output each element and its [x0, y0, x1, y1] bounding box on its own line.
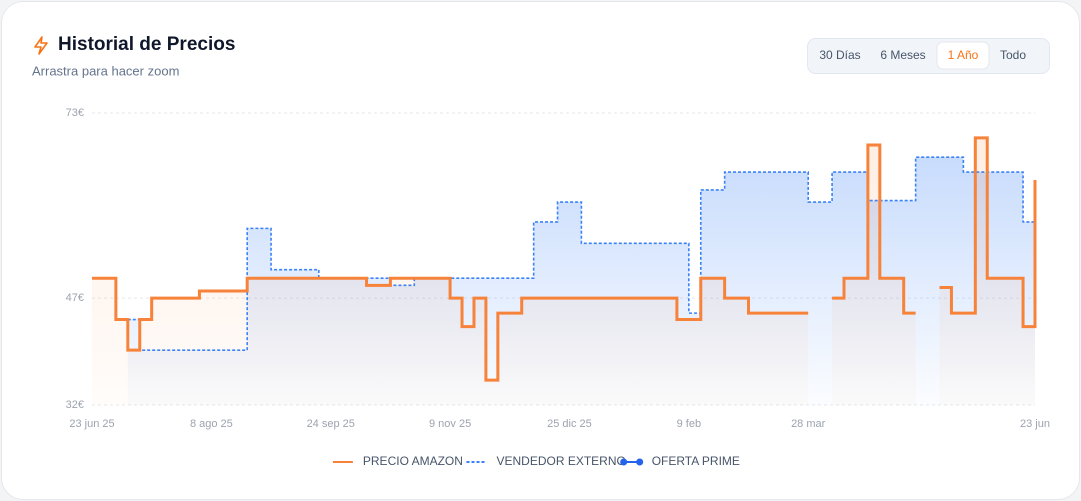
x-tick-label: 23 jun: [1020, 418, 1050, 430]
range-button[interactable]: 1 Año: [948, 48, 979, 62]
range-button[interactable]: 6 Meses: [880, 48, 925, 62]
x-tick-label: 9 nov 25: [429, 418, 471, 430]
y-tick-label: 47€: [66, 292, 84, 304]
x-tick-label: 9 feb: [677, 418, 701, 430]
bolt-icon: [34, 36, 48, 55]
price-line: [92, 136, 1037, 382]
legend-dot: [620, 458, 628, 466]
range-button-bg[interactable]: [936, 41, 990, 70]
legend-label: VENDEDOR EXTERNO: [497, 454, 626, 468]
price-area: [92, 137, 1035, 406]
range-button[interactable]: Todo: [1000, 48, 1026, 62]
legend-label: PRECIO AMAZON: [363, 454, 463, 468]
y-tick-label: 32€: [66, 399, 84, 411]
legend-dot: [636, 458, 644, 466]
x-tick-label: 28 mar: [791, 418, 826, 430]
chart-subtitle: Arrastra para hacer zoom: [32, 63, 179, 78]
x-tick-label: 23 jun 25: [69, 418, 114, 430]
x-tick-label: 24 sep 25: [307, 418, 355, 430]
x-tick-label: 8 ago 25: [190, 418, 233, 430]
x-tick-label: 25 dic 25: [547, 418, 592, 430]
chart-title: Historial de Precios: [58, 34, 235, 55]
range-button[interactable]: 30 Días: [819, 48, 860, 62]
y-tick-label: 73€: [66, 107, 84, 119]
legend-label: OFERTA PRIME: [652, 454, 740, 468]
price-line: [127, 156, 1035, 351]
